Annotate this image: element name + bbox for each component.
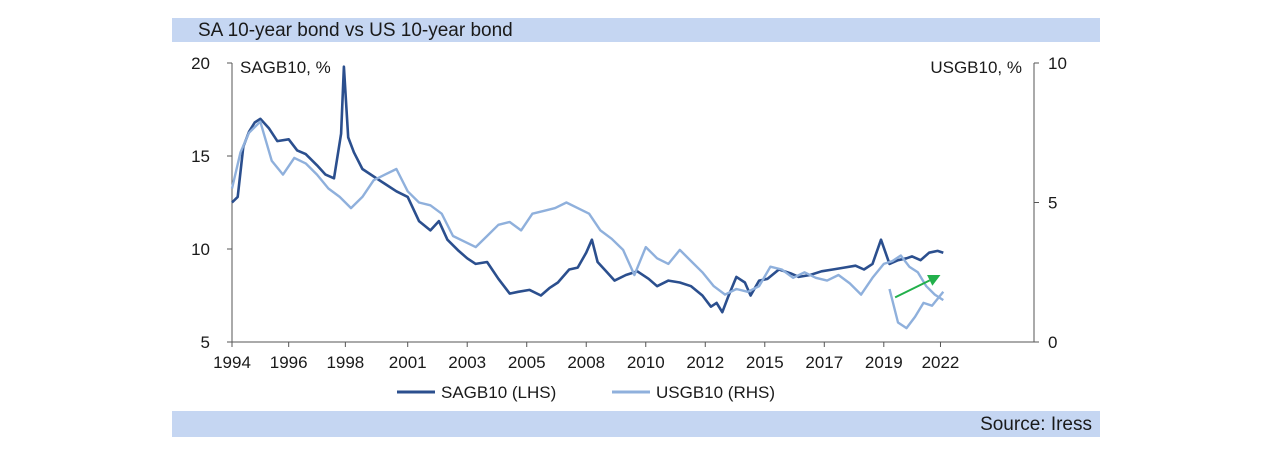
x-tick-label: 2005 bbox=[508, 353, 546, 372]
title-bar: SA 10-year bond vs US 10-year bond bbox=[172, 18, 1100, 42]
chart-title: SA 10-year bond vs US 10-year bond bbox=[198, 20, 513, 41]
trend-arrow-line bbox=[894, 279, 931, 299]
x-tick-label: 2017 bbox=[805, 353, 843, 372]
x-tick-label: 2003 bbox=[448, 353, 486, 372]
plot-area bbox=[230, 65, 945, 330]
x-tick-label: 2019 bbox=[865, 353, 903, 372]
source-text: Source: Iress bbox=[980, 414, 1092, 435]
series-line-usgb10 bbox=[230, 120, 944, 302]
right-tick-label: 0 bbox=[1048, 333, 1057, 352]
x-tick-label: 2010 bbox=[627, 353, 665, 372]
series-line-usgb10 bbox=[888, 288, 945, 330]
left-tick-label: 15 bbox=[191, 147, 210, 166]
right-tick-label: 5 bbox=[1048, 194, 1057, 213]
trend-arrow-head bbox=[927, 274, 941, 286]
legend: SAGB10 (LHS) USGB10 (RHS) bbox=[397, 383, 775, 402]
x-tick-label: 2012 bbox=[686, 353, 724, 372]
right-tick-label: 10 bbox=[1048, 54, 1067, 73]
left-tick-label: 5 bbox=[201, 333, 210, 352]
source-bar: Source: Iress bbox=[172, 411, 1100, 437]
right-axis-label: USGB10, % bbox=[930, 58, 1022, 77]
series-line-sagb10 bbox=[231, 65, 944, 314]
left-axis-label: SAGB10, % bbox=[240, 58, 331, 77]
x-tick-label: 1998 bbox=[326, 353, 364, 372]
legend-label: SAGB10 (LHS) bbox=[441, 383, 556, 402]
left-tick-label: 10 bbox=[191, 240, 210, 259]
x-tick-label: 2008 bbox=[567, 353, 605, 372]
x-tick-label: 2001 bbox=[389, 353, 427, 372]
left-tick-label: 20 bbox=[191, 54, 210, 73]
x-tick-label: 1996 bbox=[270, 353, 308, 372]
legend-label: USGB10 (RHS) bbox=[656, 383, 775, 402]
x-tick-label: 2022 bbox=[922, 353, 960, 372]
x-tick-label: 1994 bbox=[213, 353, 251, 372]
x-tick-label: 2015 bbox=[746, 353, 784, 372]
